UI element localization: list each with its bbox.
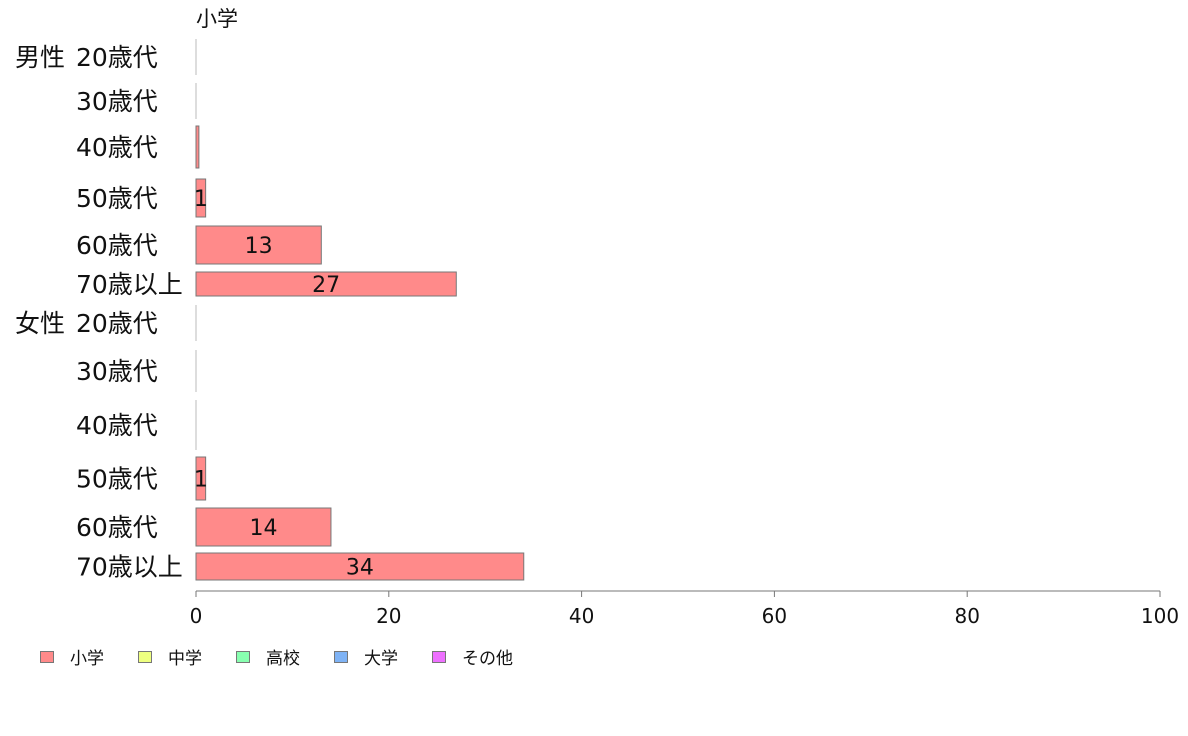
legend-item-high-school: 高校 bbox=[236, 644, 300, 669]
x-tick-label: 0 bbox=[190, 604, 203, 628]
x-tick-label: 80 bbox=[954, 604, 979, 628]
bar bbox=[195, 552, 525, 581]
group-label: 女性 bbox=[15, 309, 65, 338]
legend-label-elementary: 小学 bbox=[70, 649, 104, 669]
legend-swatch-high-school bbox=[236, 650, 250, 663]
category-label: 30歳代 bbox=[76, 87, 158, 116]
legend-swatch-elementary bbox=[40, 650, 54, 663]
legend-label-junior-high: 中学 bbox=[168, 649, 202, 669]
x-tick-label: 20 bbox=[376, 604, 401, 628]
legend-swatch-other bbox=[432, 650, 446, 663]
group-label: 男性 bbox=[15, 43, 65, 72]
legend-item-junior-high: 中学 bbox=[138, 644, 202, 669]
data-label: 1 bbox=[194, 468, 208, 493]
data-label: 27 bbox=[312, 273, 340, 298]
chart-title: 小学 bbox=[196, 7, 238, 31]
category-label: 20歳代 bbox=[76, 309, 158, 338]
bar bbox=[195, 125, 200, 169]
data-label: 14 bbox=[249, 516, 277, 541]
x-tick-label: 60 bbox=[762, 604, 787, 628]
category-label: 50歳代 bbox=[76, 184, 158, 213]
data-label: 1 bbox=[194, 187, 208, 212]
data-label: 34 bbox=[346, 556, 374, 581]
category-label: 40歳代 bbox=[76, 133, 158, 162]
category-label: 60歳代 bbox=[76, 231, 158, 260]
bar bbox=[195, 271, 457, 297]
bar bbox=[195, 225, 322, 265]
bar-chart: 小学20歳代男性30歳代40歳代150歳代1360歳代2770歳以上20歳代女性… bbox=[15, 7, 1179, 628]
legend-swatch-junior-high bbox=[138, 650, 152, 663]
legend-item-other: その他 bbox=[432, 644, 513, 669]
category-label: 60歳代 bbox=[76, 513, 158, 542]
legend-swatch-university bbox=[334, 650, 348, 663]
category-label: 40歳代 bbox=[76, 411, 158, 440]
legend-item-elementary: 小学 bbox=[40, 644, 104, 669]
bar bbox=[195, 456, 207, 501]
category-label: 30歳代 bbox=[76, 357, 158, 386]
category-label: 70歳以上 bbox=[76, 270, 183, 299]
x-tick-label: 40 bbox=[569, 604, 594, 628]
category-label: 50歳代 bbox=[76, 465, 158, 494]
legend-label-high-school: 高校 bbox=[266, 649, 300, 669]
legend: 小学 中学 高校 大学 その他 bbox=[40, 644, 547, 669]
bar bbox=[195, 178, 207, 218]
data-label: 13 bbox=[245, 234, 273, 259]
x-tick-label: 100 bbox=[1141, 604, 1179, 628]
category-label: 70歳以上 bbox=[76, 553, 183, 582]
category-label: 20歳代 bbox=[76, 43, 158, 72]
legend-label-other: その他 bbox=[462, 649, 513, 669]
bar bbox=[195, 507, 332, 547]
legend-item-university: 大学 bbox=[334, 644, 398, 669]
legend-label-university: 大学 bbox=[364, 649, 398, 669]
